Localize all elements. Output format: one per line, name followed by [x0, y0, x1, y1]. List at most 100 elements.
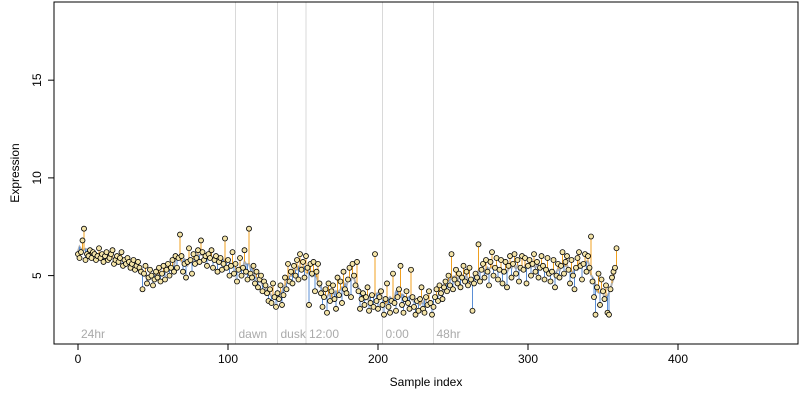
data-point — [321, 294, 327, 300]
data-point — [427, 300, 434, 306]
data-point — [346, 264, 353, 271]
data-point — [526, 257, 533, 263]
data-point — [208, 247, 215, 254]
data-point — [301, 274, 308, 281]
region-label: 24hr — [81, 327, 105, 341]
data-point — [96, 245, 102, 252]
data-point — [480, 260, 486, 267]
data-point — [199, 249, 206, 256]
data-point — [447, 282, 453, 289]
data-point — [241, 247, 248, 254]
data-point — [345, 276, 351, 283]
data-point — [460, 262, 467, 269]
data-point — [565, 266, 572, 273]
data-point — [451, 276, 458, 283]
data-point — [601, 296, 608, 302]
region-label: 48hr — [437, 327, 461, 341]
data-point — [597, 302, 603, 308]
data-point — [189, 270, 195, 277]
data-point — [586, 264, 593, 271]
data-point — [234, 278, 240, 285]
data-point — [613, 245, 620, 252]
data-point — [471, 280, 477, 287]
data-point — [76, 255, 83, 261]
x-tick-label: 200 — [368, 352, 388, 366]
data-point — [384, 280, 390, 287]
data-point — [289, 280, 296, 287]
data-point — [288, 268, 294, 275]
data-point — [229, 249, 236, 256]
data-point — [147, 266, 153, 273]
data-point — [237, 255, 243, 261]
data-point — [466, 264, 473, 271]
data-point — [186, 245, 192, 252]
data-point — [487, 259, 494, 265]
data-point — [390, 270, 396, 277]
data-point — [532, 268, 539, 275]
data-point — [258, 272, 264, 279]
data-point — [429, 311, 435, 318]
data-point — [600, 288, 606, 295]
data-point — [300, 259, 306, 265]
data-point — [574, 255, 581, 261]
data-point — [531, 251, 537, 258]
data-point — [438, 290, 444, 297]
data-point — [255, 284, 261, 291]
data-point — [232, 260, 239, 267]
data-point — [457, 284, 464, 291]
data-point — [540, 262, 546, 269]
data-point — [478, 266, 485, 273]
data-point — [366, 307, 372, 314]
data-point — [606, 311, 612, 318]
data-point — [253, 268, 260, 275]
data-point — [445, 272, 452, 279]
data-point — [294, 257, 300, 263]
data-point — [561, 270, 567, 277]
data-point — [336, 292, 342, 299]
data-point — [283, 286, 290, 293]
data-point — [495, 276, 501, 283]
data-point — [165, 260, 171, 267]
data-point — [354, 259, 360, 265]
data-point — [459, 274, 465, 281]
data-point — [450, 286, 456, 293]
data-point — [303, 253, 309, 259]
data-point — [477, 278, 483, 285]
data-point — [78, 249, 84, 256]
data-point — [571, 286, 578, 293]
data-point — [297, 251, 303, 258]
x-tick-label: 100 — [218, 352, 238, 366]
data-point — [558, 262, 564, 269]
data-point — [141, 270, 147, 277]
data-point — [316, 280, 323, 287]
data-point — [373, 298, 380, 304]
data-point — [580, 260, 587, 267]
data-point — [516, 278, 522, 285]
data-point — [217, 255, 224, 261]
data-point — [391, 300, 398, 306]
data-point — [187, 257, 194, 263]
data-point — [166, 272, 173, 279]
data-point — [360, 290, 366, 297]
data-point — [267, 286, 273, 293]
data-point — [502, 259, 509, 265]
data-point — [399, 302, 405, 308]
data-point — [387, 309, 393, 316]
data-point — [159, 270, 165, 277]
data-point — [441, 284, 447, 291]
data-points — [75, 225, 620, 318]
data-point — [417, 296, 423, 302]
data-point — [168, 264, 174, 271]
data-point — [81, 225, 87, 232]
data-point — [544, 255, 551, 261]
data-point — [579, 276, 585, 283]
data-point — [396, 286, 402, 293]
data-point — [411, 303, 417, 310]
data-point — [489, 249, 495, 256]
data-point — [454, 280, 461, 287]
data-point — [79, 237, 86, 244]
data-point — [484, 268, 491, 275]
data-point — [343, 290, 350, 297]
data-point — [298, 266, 305, 273]
data-point — [142, 262, 149, 269]
